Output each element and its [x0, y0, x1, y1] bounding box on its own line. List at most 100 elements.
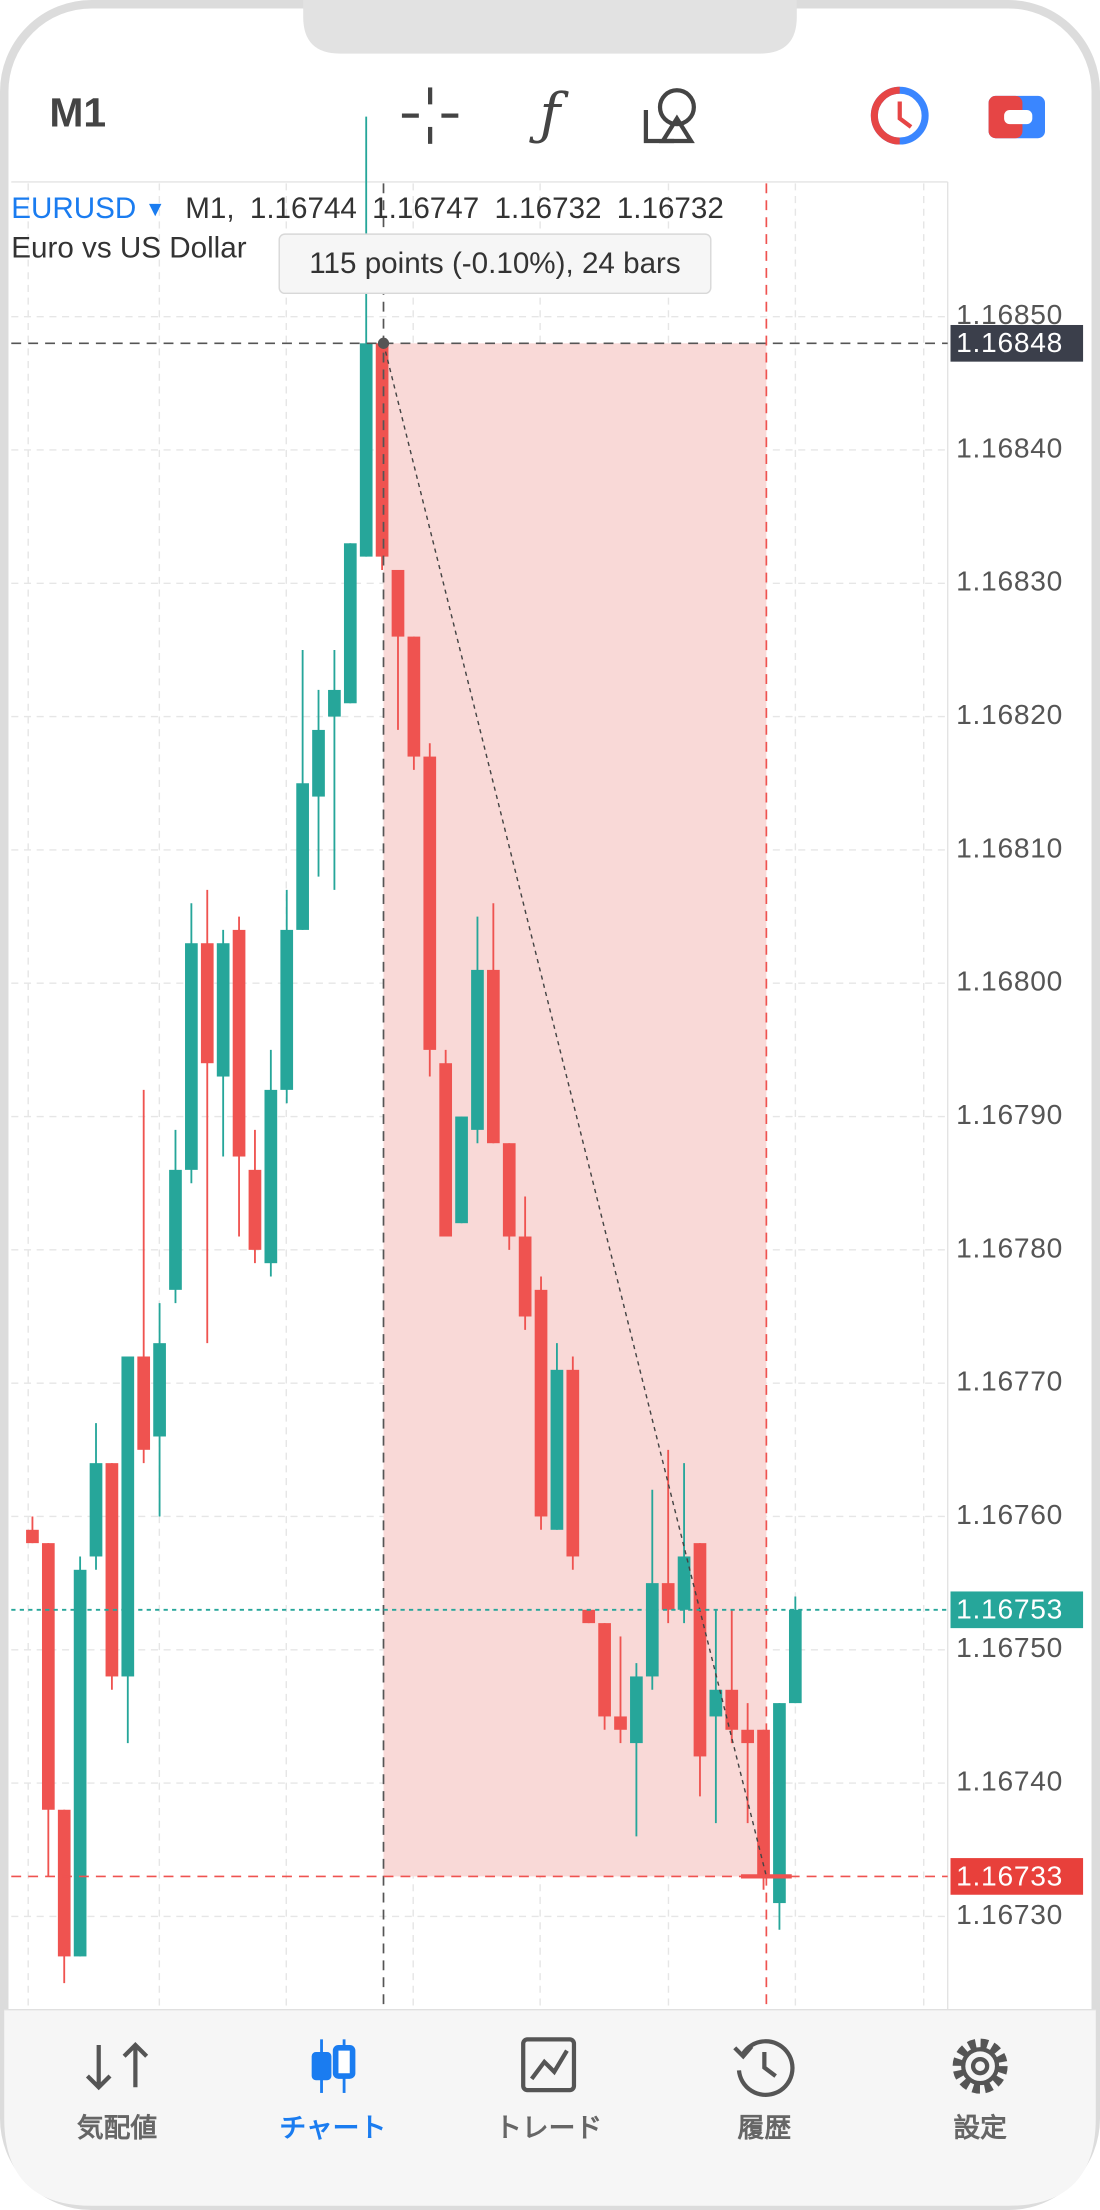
price-tick-label: 1.16770 [956, 1365, 1063, 1397]
candle-body [407, 636, 421, 757]
candle-body [645, 1583, 659, 1677]
candle-body [391, 569, 405, 637]
price-tick-label: 1.16820 [956, 698, 1063, 730]
candle-body [534, 1289, 548, 1517]
grid [11, 183, 948, 2010]
candle-body [661, 1583, 675, 1610]
candle-body [677, 1556, 691, 1610]
candle-body [264, 1089, 278, 1264]
candle-body [518, 1236, 532, 1317]
symbol-dropdown[interactable]: ▼ [145, 198, 166, 221]
tab-label[interactable]: 気配値 [77, 2112, 158, 2144]
candle-body [598, 1623, 611, 1717]
price-tick-label: 1.16750 [956, 1631, 1063, 1663]
candle-body [455, 1116, 468, 1224]
objects-icon[interactable] [643, 88, 696, 144]
candle-body [566, 1369, 580, 1557]
candle-body [375, 343, 389, 557]
measure-tooltip [278, 233, 712, 295]
candle-body [121, 1356, 135, 1677]
candle-body [757, 1729, 770, 1877]
tab-bar [4, 2009, 1096, 2206]
candle-body [216, 943, 230, 1077]
chart-header: EURUSD ▼ M1, 1.16744 1.16747 1.16732 1.16… [11, 192, 724, 225]
chart-tab-icon[interactable] [311, 2039, 356, 2093]
notch [303, 0, 797, 54]
candle-body [137, 1356, 151, 1450]
trade-tab-icon[interactable] [521, 2037, 577, 2093]
tab-label[interactable]: 設定 [953, 2112, 1007, 2144]
candle-body [423, 756, 437, 1050]
candle-body [41, 1543, 55, 1810]
candle-body [248, 1169, 262, 1250]
measure-label: 115 points (-0.10%), 24 bars [309, 247, 680, 280]
candle-body [89, 1463, 103, 1557]
chart-layer [11, 116, 948, 2010]
candle-body [630, 1676, 643, 1744]
candle-body [185, 943, 198, 1170]
price-tick-label: 1.16840 [956, 431, 1063, 463]
candle-body [312, 729, 325, 797]
settings-tab-icon[interactable] [952, 2038, 1008, 2094]
candle-body [232, 929, 246, 1157]
price-tick-label: 1.16800 [956, 965, 1063, 997]
price-tag-label: 1.16753 [956, 1593, 1063, 1625]
candle-body [200, 943, 214, 1064]
candle-body [153, 1343, 166, 1437]
price-tick-label: 1.16850 [956, 298, 1063, 330]
tab-label[interactable]: トレード [495, 2113, 602, 2144]
candle-body [73, 1569, 87, 1957]
ohlc-value: 1.16747 [372, 192, 479, 225]
candle-body [343, 543, 357, 704]
candle-body [296, 783, 309, 930]
candle-body [471, 969, 484, 1130]
history-tab-icon[interactable] [733, 2039, 795, 2097]
tab-label[interactable]: チャート [279, 2113, 386, 2144]
candle-body [741, 1729, 754, 1744]
price-tick-label: 1.16810 [956, 831, 1063, 863]
symbol[interactable]: EURUSD [11, 192, 136, 225]
candle-body [773, 1703, 786, 1904]
quotes-icon[interactable] [85, 2041, 149, 2091]
price-tag-label: 1.16848 [956, 326, 1063, 358]
trade-icon[interactable] [870, 86, 929, 145]
ohlc-value: 1.16744 [250, 192, 357, 225]
price-tick-label: 1.16730 [956, 1898, 1063, 1930]
timeframe-button[interactable]: M1 [49, 89, 106, 135]
ohlc-value: 1.16732 [617, 192, 724, 225]
price-tick-label: 1.16760 [956, 1498, 1063, 1530]
candle-body [614, 1716, 627, 1730]
price-tag [950, 1858, 1084, 1895]
price-tick-label: 1.16740 [956, 1765, 1063, 1797]
price-tick-label: 1.16830 [956, 565, 1063, 597]
measure-diagonal [382, 343, 768, 1877]
measure-anchor [377, 337, 390, 349]
price-tag [950, 324, 1084, 362]
candle-body [26, 1529, 39, 1544]
candle-body [788, 1609, 802, 1704]
crosshair-icon[interactable] [401, 87, 459, 144]
candle-body [169, 1169, 182, 1290]
candle-body [582, 1609, 596, 1624]
candle-body [725, 1689, 739, 1730]
header-timeframe: M1, [185, 192, 234, 225]
ohlc-value: 1.16732 [494, 192, 601, 225]
candle-body [439, 1063, 453, 1237]
candle-body [550, 1369, 564, 1530]
candle-body [502, 1143, 516, 1237]
candle-body [105, 1463, 119, 1677]
candle-body [280, 929, 294, 1090]
symbol-description: Euro vs US Dollar [11, 231, 246, 264]
candle-body [359, 343, 373, 557]
candle-body [487, 969, 500, 1144]
price-tick-label: 1.16780 [956, 1231, 1063, 1263]
candle-body [693, 1543, 707, 1757]
account-icon[interactable] [988, 95, 1045, 139]
candle-body [709, 1689, 723, 1717]
candle-body [328, 689, 341, 717]
price-tag [950, 1591, 1084, 1629]
price-tag-label: 1.16733 [956, 1859, 1063, 1891]
candle-body [57, 1809, 71, 1957]
tab-label[interactable]: 履歴 [738, 2113, 792, 2144]
